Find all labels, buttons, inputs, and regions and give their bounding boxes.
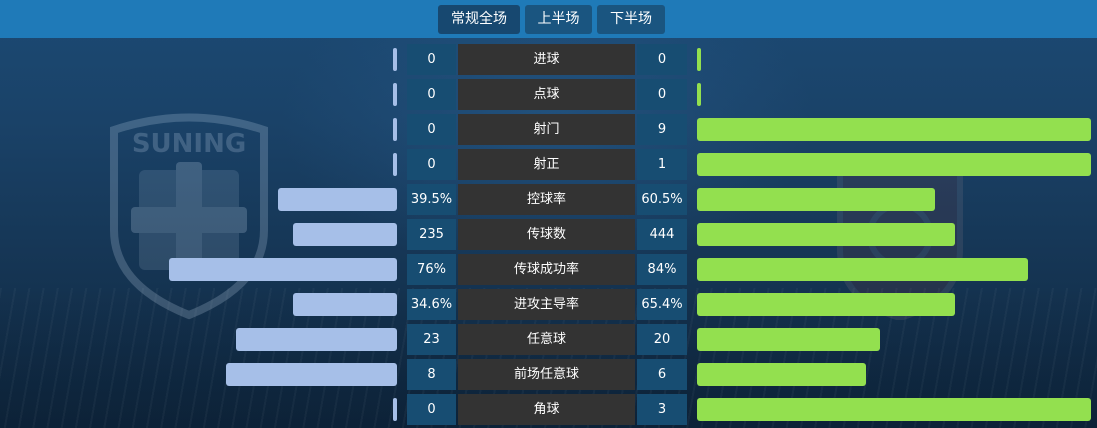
away-stat-value: 0 bbox=[637, 44, 687, 75]
tab-first-half[interactable]: 上半场 bbox=[525, 5, 592, 34]
stat-row: 39.5% 控球率 60.5% bbox=[0, 182, 1097, 217]
home-stat-bar bbox=[293, 293, 397, 316]
stat-label: 前场任意球 bbox=[458, 359, 635, 390]
stat-label: 进球 bbox=[458, 44, 635, 75]
home-team-crest-text: SUNING bbox=[132, 129, 246, 159]
away-stat-bar bbox=[697, 328, 880, 351]
home-stat-value: 235 bbox=[407, 219, 456, 250]
home-stat-bar bbox=[226, 363, 397, 386]
away-stat-value: 3 bbox=[637, 394, 687, 425]
away-stat-value: 65.4% bbox=[637, 289, 687, 320]
stat-label: 进攻主导率 bbox=[458, 289, 635, 320]
away-stat-bar bbox=[697, 153, 1091, 176]
away-stat-bar bbox=[697, 398, 1091, 421]
home-stat-bar bbox=[293, 223, 397, 246]
away-stat-bar bbox=[697, 118, 1091, 141]
stat-label: 角球 bbox=[458, 394, 635, 425]
home-stat-value: 23 bbox=[407, 324, 456, 355]
away-stat-value: 0 bbox=[637, 79, 687, 110]
away-stat-value: 1 bbox=[637, 149, 687, 180]
home-stat-value: 0 bbox=[407, 44, 456, 75]
period-tab-bar: 常规全场 上半场 下半场 bbox=[0, 0, 1097, 38]
stat-label: 射门 bbox=[458, 114, 635, 145]
away-stat-value: 20 bbox=[637, 324, 687, 355]
stat-row: 34.6% 进攻主导率 65.4% bbox=[0, 287, 1097, 322]
away-stat-value: 84% bbox=[637, 254, 687, 285]
home-stat-bar bbox=[236, 328, 397, 351]
stat-row: 23 任意球 20 bbox=[0, 322, 1097, 357]
away-stat-value: 444 bbox=[637, 219, 687, 250]
stat-label: 传球数 bbox=[458, 219, 635, 250]
stats-table: 0 进球 0 0 点球 0 0 射门 9 0 射正 1 39.5% 控球率 60.5% 235 传球数 444 76… bbox=[0, 42, 1097, 427]
stat-row: 0 射正 1 bbox=[0, 147, 1097, 182]
home-stat-bar bbox=[278, 188, 397, 211]
stat-label: 控球率 bbox=[458, 184, 635, 215]
away-stat-bar bbox=[697, 363, 866, 386]
away-stat-bar bbox=[697, 223, 955, 246]
stat-row: 8 前场任意球 6 bbox=[0, 357, 1097, 392]
stat-row: 76% 传球成功率 84% bbox=[0, 252, 1097, 287]
home-stat-value: 76% bbox=[407, 254, 456, 285]
stat-row: 0 角球 3 bbox=[0, 392, 1097, 427]
home-stat-bar bbox=[169, 258, 397, 281]
tab-full-match[interactable]: 常规全场 bbox=[438, 5, 520, 34]
home-stat-bar bbox=[393, 48, 397, 71]
home-stat-value: 0 bbox=[407, 79, 456, 110]
home-stat-bar bbox=[393, 153, 397, 176]
stat-label: 任意球 bbox=[458, 324, 635, 355]
home-stat-value: 0 bbox=[407, 149, 456, 180]
away-stat-bar bbox=[697, 293, 955, 316]
stat-label: 传球成功率 bbox=[458, 254, 635, 285]
away-stat-bar bbox=[697, 48, 701, 71]
home-stat-bar bbox=[393, 398, 397, 421]
home-stat-value: 8 bbox=[407, 359, 456, 390]
away-stat-value: 60.5% bbox=[637, 184, 687, 215]
away-stat-value: 9 bbox=[637, 114, 687, 145]
stat-row: 0 进球 0 bbox=[0, 42, 1097, 77]
home-stat-value: 39.5% bbox=[407, 184, 456, 215]
away-stat-bar bbox=[697, 258, 1028, 281]
away-stat-bar bbox=[697, 188, 935, 211]
stat-label: 点球 bbox=[458, 79, 635, 110]
home-stat-value: 0 bbox=[407, 394, 456, 425]
home-team-crest: SUNING bbox=[110, 113, 268, 320]
home-stat-bar bbox=[393, 83, 397, 106]
stat-row: 0 射门 9 bbox=[0, 112, 1097, 147]
home-stat-bar bbox=[393, 118, 397, 141]
away-stat-bar bbox=[697, 83, 701, 106]
home-stat-value: 0 bbox=[407, 114, 456, 145]
tab-second-half[interactable]: 下半场 bbox=[597, 5, 665, 34]
stat-row: 0 点球 0 bbox=[0, 77, 1097, 112]
home-stat-value: 34.6% bbox=[407, 289, 456, 320]
away-stat-value: 6 bbox=[637, 359, 687, 390]
stat-label: 射正 bbox=[458, 149, 635, 180]
stat-row: 235 传球数 444 bbox=[0, 217, 1097, 252]
